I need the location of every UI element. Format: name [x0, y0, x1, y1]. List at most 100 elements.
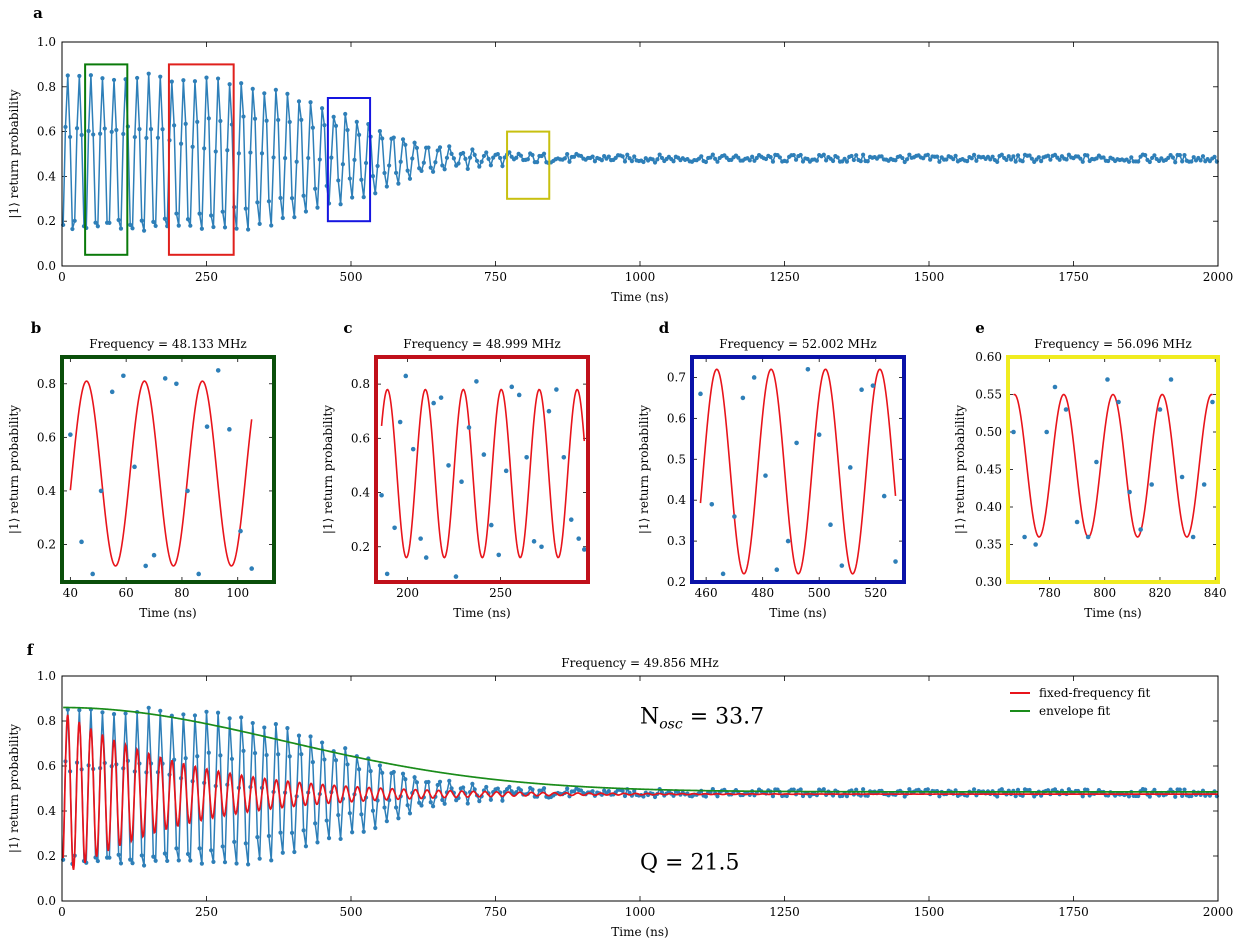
data-point [100, 76, 105, 81]
data-point [74, 126, 80, 131]
data-point [442, 167, 447, 172]
data-point [472, 787, 477, 792]
data-point [447, 144, 452, 149]
data-point [925, 787, 930, 792]
data-point [784, 793, 789, 799]
data-point [1063, 407, 1069, 412]
data-point [130, 861, 135, 866]
data-point [750, 154, 755, 159]
data-point [699, 154, 704, 159]
data-point [322, 123, 327, 128]
data-point [118, 861, 124, 866]
data-point [262, 91, 267, 96]
data-point [181, 712, 186, 717]
data-point [308, 100, 313, 105]
data-point [828, 522, 833, 528]
x-tick-label: 0 [58, 270, 66, 284]
data-point [107, 220, 112, 225]
x-tick-label: 1250 [769, 270, 800, 284]
data-point [192, 713, 198, 718]
data-point [183, 756, 188, 761]
x-axis-label: Time (ns) [611, 925, 668, 939]
data-point [1074, 519, 1080, 525]
data-point [405, 803, 410, 808]
data-point [407, 811, 413, 816]
y-axis-label: |1⟩ return probability [953, 405, 967, 534]
data-point [139, 853, 144, 858]
data-point [435, 782, 440, 788]
n-osc-annotation: Nosc = 33.7 [640, 704, 764, 732]
x-tick-label: 480 [751, 586, 774, 600]
data-point [754, 155, 759, 161]
data-point [403, 373, 409, 379]
data-point [98, 488, 104, 494]
x-tick-label: 800 [1093, 586, 1116, 600]
data-point [67, 134, 73, 140]
y-tick-label: 0.60 [975, 350, 1002, 364]
data-point [627, 156, 632, 161]
data-point [255, 200, 260, 205]
y-tick-label: 0.6 [37, 125, 56, 139]
data-point [430, 804, 436, 809]
x-axis-label: Time (ns) [611, 290, 668, 304]
data-point [491, 155, 496, 160]
data-point [379, 492, 384, 498]
data-point [1200, 154, 1206, 159]
x-axis-label: Time (ns) [769, 606, 826, 620]
data-point [215, 368, 221, 373]
data-point [1116, 399, 1121, 405]
data-point [1085, 787, 1090, 792]
data-point [398, 159, 403, 164]
y-tick-label: 0.2 [667, 575, 686, 589]
data-point [301, 828, 306, 833]
data-point [902, 794, 907, 799]
data-point [1152, 787, 1157, 792]
data-point [839, 563, 845, 568]
data-point [902, 159, 907, 165]
data-point [308, 734, 313, 739]
data-point [500, 163, 505, 169]
data-point [659, 155, 665, 161]
data-point [999, 787, 1004, 792]
y-tick-label: 0.2 [37, 214, 56, 228]
data-point [794, 440, 799, 446]
data-point [202, 146, 207, 151]
fit-curve [1013, 393, 1213, 538]
data-point [79, 539, 84, 545]
data-point [965, 159, 970, 164]
data-point [359, 812, 364, 817]
data-point [925, 152, 930, 157]
y-tick-label: 0.5 [667, 452, 686, 466]
data-point [440, 163, 445, 168]
data-point [488, 522, 494, 528]
data-point [257, 221, 262, 226]
data-point [496, 552, 502, 558]
data-point [403, 777, 408, 782]
data-point [430, 169, 436, 174]
data-point [174, 211, 179, 216]
data-point [881, 493, 887, 499]
y-tick-label: 0.8 [37, 377, 56, 391]
data-point [410, 446, 416, 452]
data-point [146, 705, 151, 710]
data-point [255, 835, 260, 840]
data-point [128, 222, 133, 227]
data-point [1143, 153, 1148, 158]
data-point [345, 762, 350, 767]
data-point [273, 722, 278, 727]
data-point [1022, 534, 1027, 540]
data-point [484, 784, 489, 790]
data-point [206, 750, 211, 755]
data-point [1052, 152, 1058, 157]
data-point [629, 159, 635, 164]
data-point [713, 156, 718, 161]
data-point [280, 215, 285, 221]
data-point [356, 132, 362, 137]
data-point [451, 156, 456, 161]
x-tick-label: 200 [396, 586, 419, 600]
data-point [770, 794, 776, 799]
data-point [507, 150, 512, 155]
data-point [377, 763, 382, 768]
data-point [63, 124, 68, 130]
data-point [1036, 155, 1041, 160]
